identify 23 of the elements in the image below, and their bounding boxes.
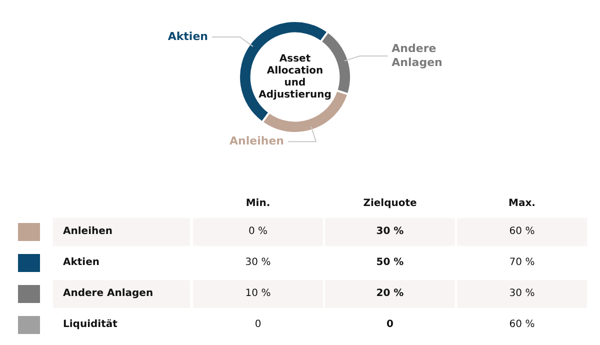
text: 0 % — [248, 226, 268, 237]
text: 60 % — [509, 226, 535, 237]
text: 70 % — [509, 257, 535, 268]
text: 0 — [386, 319, 394, 330]
text: 10 % — [245, 288, 271, 299]
category-label: Aktien — [63, 257, 100, 268]
text: 0 — [254, 319, 262, 330]
text: 30 % — [245, 257, 271, 268]
text: 20 % — [376, 288, 404, 299]
slice-label: Andere Anlagen — [392, 42, 442, 69]
category-label: Anleihen — [63, 226, 113, 237]
category-label: Zielquote — [362, 197, 418, 211]
category-label: Max. — [508, 197, 536, 211]
text: 30 % — [509, 288, 535, 299]
text: 50 % — [376, 257, 404, 268]
category-label: Liquidität — [63, 319, 118, 330]
text: 60 % — [509, 319, 535, 330]
text: Asset Allocation und Adjustierung — [258, 54, 332, 101]
category-label: Andere Anlagen — [63, 288, 154, 299]
category-label: Min. — [244, 197, 272, 211]
text: 30 % — [376, 226, 404, 237]
slice-label: Aktien — [168, 30, 208, 43]
slice-label: Anleihen — [230, 134, 284, 148]
